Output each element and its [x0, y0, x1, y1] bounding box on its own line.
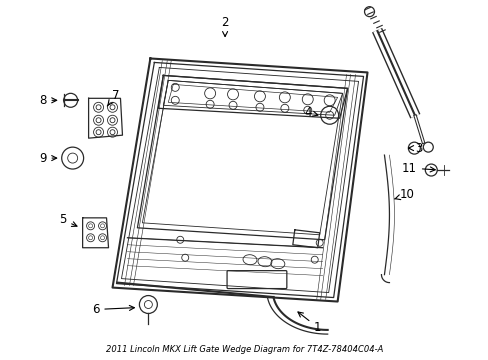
Text: 3: 3	[408, 141, 422, 155]
Circle shape	[67, 153, 78, 163]
Text: 8: 8	[39, 94, 57, 107]
Text: 9: 9	[39, 152, 57, 165]
Circle shape	[320, 106, 338, 124]
Circle shape	[107, 102, 117, 112]
Circle shape	[86, 234, 94, 242]
Circle shape	[93, 127, 103, 137]
Text: 2: 2	[221, 16, 228, 36]
Circle shape	[325, 111, 333, 119]
Circle shape	[139, 296, 157, 314]
Circle shape	[93, 102, 103, 112]
Circle shape	[227, 89, 238, 100]
Text: 10: 10	[394, 188, 414, 202]
Circle shape	[206, 100, 214, 108]
Circle shape	[99, 222, 106, 230]
Text: 7: 7	[107, 89, 119, 106]
Circle shape	[364, 7, 374, 17]
Circle shape	[110, 130, 115, 135]
Text: 4: 4	[304, 106, 317, 119]
Circle shape	[107, 115, 117, 125]
Circle shape	[425, 164, 436, 176]
Circle shape	[144, 301, 152, 309]
Circle shape	[110, 118, 115, 123]
Circle shape	[316, 239, 323, 246]
Circle shape	[324, 95, 334, 106]
Circle shape	[182, 254, 188, 261]
Circle shape	[310, 256, 318, 263]
Circle shape	[88, 236, 92, 240]
Circle shape	[107, 127, 117, 137]
Text: 5: 5	[59, 213, 77, 226]
Text: 11: 11	[401, 162, 434, 175]
Circle shape	[176, 236, 183, 243]
Circle shape	[96, 130, 101, 135]
Circle shape	[86, 222, 94, 230]
Circle shape	[101, 236, 104, 240]
Circle shape	[279, 92, 290, 103]
Circle shape	[280, 104, 288, 112]
Circle shape	[63, 93, 78, 107]
Circle shape	[255, 103, 264, 111]
Circle shape	[171, 96, 179, 104]
Circle shape	[99, 234, 106, 242]
Circle shape	[110, 105, 115, 110]
Text: 6: 6	[92, 303, 134, 316]
Circle shape	[93, 115, 103, 125]
Circle shape	[101, 224, 104, 228]
Circle shape	[96, 105, 101, 110]
Circle shape	[302, 94, 313, 105]
Circle shape	[423, 142, 432, 152]
Circle shape	[88, 224, 92, 228]
Circle shape	[303, 106, 311, 114]
Circle shape	[254, 91, 265, 102]
Text: 1: 1	[297, 312, 321, 334]
Text: 2011 Lincoln MKX Lift Gate Wedge Diagram for 7T4Z-78404C04-A: 2011 Lincoln MKX Lift Gate Wedge Diagram…	[105, 345, 383, 354]
Circle shape	[228, 101, 237, 109]
Circle shape	[96, 118, 101, 123]
Circle shape	[407, 142, 420, 154]
Circle shape	[61, 147, 83, 169]
Circle shape	[204, 88, 215, 99]
Circle shape	[171, 84, 179, 91]
